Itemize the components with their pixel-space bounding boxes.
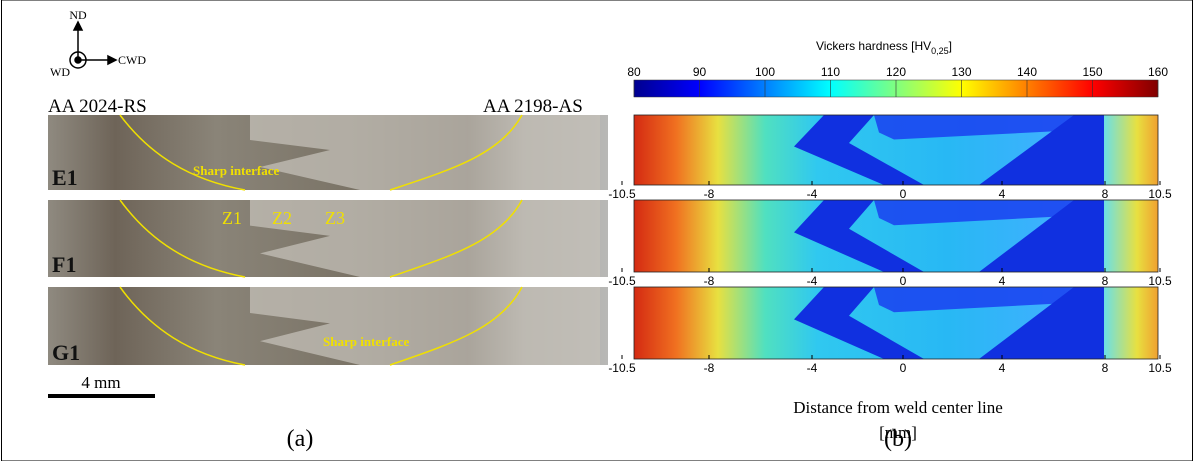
hardness-map-frame (633, 114, 1159, 186)
x-tick-label: 8 (1102, 187, 1109, 201)
colorbar-tick-label: 110 (821, 65, 840, 79)
x-tick-label: -10.5 (608, 187, 636, 201)
low-hardness-zone (794, 200, 924, 272)
annotation: Z1 (222, 208, 242, 228)
right-material: AA 2198-AS (483, 96, 583, 117)
low-hardness-zone (794, 287, 924, 359)
sample-label: G1 (52, 340, 80, 365)
tmaz-boundary (119, 199, 246, 278)
x-tick-label: 10.5 (1148, 361, 1172, 375)
colorbar-subscript: 0,25 (931, 46, 949, 56)
x-tick-label: -4 (807, 187, 818, 201)
scale-bar-label: 4 mm (81, 373, 120, 392)
low-hardness-zone (979, 200, 1104, 272)
axis-nd: ND (69, 8, 87, 22)
colorbar-title-end: ] (949, 39, 952, 53)
low-hardness-zone (979, 287, 1104, 359)
x-tick-label: -8 (704, 187, 715, 201)
low-hardness-zone (874, 115, 1104, 140)
annotation: Sharp interface (323, 334, 410, 349)
tmaz-boundary (119, 286, 246, 366)
hardness-map-frame (633, 199, 1159, 273)
stir-zone (250, 200, 600, 277)
x-tick-label: -4 (807, 361, 818, 375)
x-tick-label: 10.5 (1148, 274, 1172, 288)
colorbar-title-text: Vickers hardness [HV (816, 39, 931, 53)
x-tick-label: 0 (900, 187, 907, 201)
colorbar-tick-label: 160 (1148, 65, 1168, 79)
colorbar-tick-label: 90 (693, 65, 707, 79)
hardness-map-frame (633, 286, 1159, 360)
caption-b: (b) (884, 426, 912, 452)
stir-zone (250, 287, 600, 365)
colorbar-tick-label: 80 (627, 65, 641, 79)
colorbar-tick-label: 120 (886, 65, 906, 79)
sample-label: F1 (52, 252, 76, 277)
axis-wd: WD (50, 65, 70, 79)
tmaz-boundary (389, 199, 523, 278)
annotation: Z2 (272, 208, 292, 228)
orientation-axes (69, 20, 118, 69)
x-tick-label: 4 (999, 274, 1006, 288)
x-tick-label: -10.5 (608, 274, 636, 288)
stir-zone (250, 115, 600, 190)
x-tick-label: 4 (999, 187, 1006, 201)
low-hardness-zone (979, 115, 1104, 185)
x-tick-label: -8 (704, 274, 715, 288)
x-tick-label: -10.5 (608, 361, 636, 375)
x-tick-label: 8 (1102, 361, 1109, 375)
low-hardness-zone (874, 200, 1104, 226)
x-tick-label: 0 (900, 361, 907, 375)
caption-a: (a) (287, 426, 314, 452)
x-tick-label: 4 (999, 361, 1006, 375)
x-axis-label: Distance from weld center line (793, 398, 1003, 417)
colorbar-tick-label: 130 (951, 65, 971, 79)
annotation: Z3 (325, 208, 345, 228)
x-tick-label: -8 (704, 361, 715, 375)
axis-cwd: CWD (118, 53, 146, 67)
x-axis-unit: [mm] (879, 423, 917, 442)
x-tick-label: 8 (1102, 274, 1109, 288)
x-tick-label: 0 (900, 274, 907, 288)
x-tick-label: -4 (807, 274, 818, 288)
tmaz-boundary (389, 114, 523, 191)
left-material: AA 2024-RS (48, 96, 147, 117)
low-hardness-zone (794, 115, 924, 185)
colorbar-title: Vickers hardness [HV0,25] (816, 39, 952, 56)
x-tick-label: 10.5 (1148, 187, 1172, 201)
sample-label: E1 (52, 165, 78, 190)
low-hardness-zone (874, 287, 1104, 313)
tmaz-boundary (389, 286, 523, 366)
colorbar-tick-label: 100 (755, 65, 775, 79)
colorbar-tick-label: 150 (1082, 65, 1102, 79)
annotation: Sharp interface (193, 163, 280, 178)
colorbar-tick-label: 140 (1017, 65, 1037, 79)
tmaz-boundary (119, 114, 246, 191)
